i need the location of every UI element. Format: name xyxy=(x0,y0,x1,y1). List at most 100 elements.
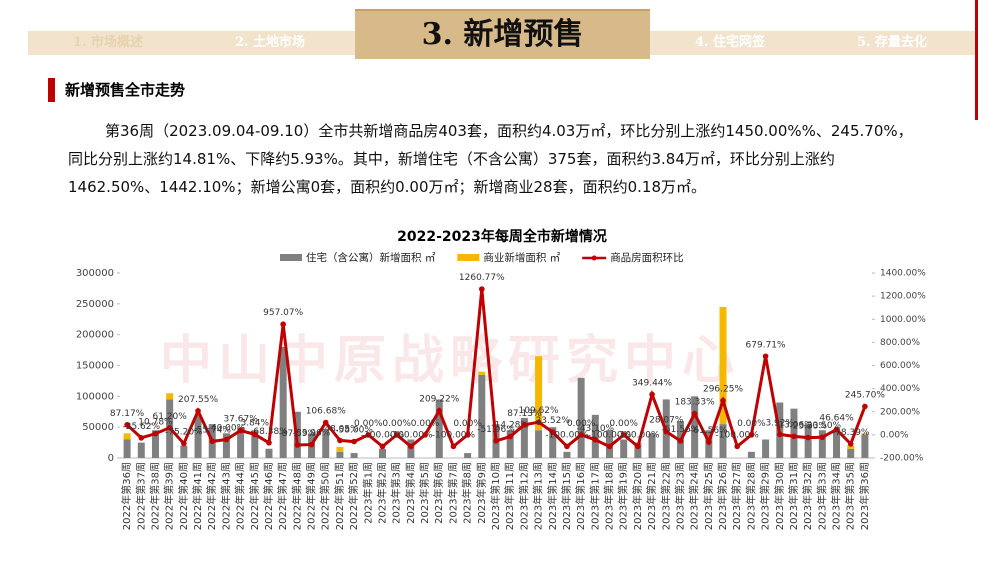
line-point xyxy=(748,432,755,438)
x-tick-label: 2023年第8周 xyxy=(461,462,474,524)
bar xyxy=(563,451,571,458)
data-label: 87.17% xyxy=(110,409,145,419)
y2-tick-label: 1200.00% xyxy=(880,292,926,302)
x-tick-label: 2022年第49周 xyxy=(305,462,318,530)
y2-tick-label: 800.00% xyxy=(880,338,920,348)
line-point xyxy=(408,443,414,450)
line-point xyxy=(450,443,457,450)
x-tick-label: 2023年第24周 xyxy=(688,462,701,530)
x-tick-label: 2022年第40周 xyxy=(177,462,190,530)
bar xyxy=(747,451,755,458)
chart-title: 2022-2023年每周全市新增情况 xyxy=(397,228,607,245)
paragraph-line: 第36周（2023.09.04-09.10）全市共新增商品房403套，面积约4.… xyxy=(105,122,913,140)
x-tick-label: 2022年第45周 xyxy=(248,462,261,530)
legend-swatch xyxy=(280,254,302,261)
y-tick-label: 300000 xyxy=(76,268,114,279)
bar xyxy=(336,451,344,458)
section-title: 新增预售全市走势 xyxy=(48,78,185,102)
bar xyxy=(336,446,344,452)
x-tick-label: 2022年第50周 xyxy=(319,462,332,530)
data-label: 245.70% xyxy=(845,390,885,400)
line-point xyxy=(762,353,769,360)
bar xyxy=(464,453,472,458)
x-tick-label: 2023年第36周 xyxy=(858,462,871,530)
line-point xyxy=(379,443,386,450)
data-label: 957.07% xyxy=(263,308,303,318)
data-label: 23.52% xyxy=(536,416,571,426)
data-label: 183.33% xyxy=(675,398,715,408)
data-label: -51.96% xyxy=(477,425,515,435)
accent-bar xyxy=(975,0,978,120)
data-label: 207.55% xyxy=(178,395,218,405)
data-label: 106.68% xyxy=(306,407,346,417)
data-label: 0.00% xyxy=(453,419,482,429)
x-tick-label: 2023年第27周 xyxy=(730,462,743,530)
line-point xyxy=(592,437,599,443)
x-tick-label: 2023年第26周 xyxy=(716,462,729,530)
line-point xyxy=(308,441,315,448)
y2-tick-label: 600.00% xyxy=(880,361,920,371)
data-label: 0.00% xyxy=(737,419,766,429)
legend-label: 住宅（含公寓）新增面积 ㎡ xyxy=(306,251,436,264)
line-point xyxy=(294,442,301,448)
x-tick-label: 2023年第4周 xyxy=(404,462,417,524)
line-point xyxy=(393,432,400,438)
data-label: 296.25% xyxy=(703,385,743,395)
bar xyxy=(790,408,798,458)
data-label: -43.10% xyxy=(577,424,615,434)
line-point xyxy=(479,286,485,292)
x-tick-label: 2023年第33周 xyxy=(815,462,828,530)
data-label: -100.00% xyxy=(716,430,760,440)
line-point xyxy=(223,436,230,443)
x-tick-label: 2022年第47周 xyxy=(276,462,289,530)
data-label: -68.38% xyxy=(250,427,288,437)
data-label: 10.78% xyxy=(138,418,173,428)
data-label: -100.00% xyxy=(616,430,660,440)
data-label: 109.62% xyxy=(519,406,559,416)
x-tick-label: 2023年第29周 xyxy=(759,462,772,530)
y-tick-label: 250000 xyxy=(76,299,114,310)
x-tick-label: 2023年第19周 xyxy=(617,462,630,530)
bar xyxy=(762,439,770,458)
data-label: -25.62% xyxy=(122,422,160,432)
tab[interactable]: 1. 市场概述 xyxy=(72,35,144,50)
line-point xyxy=(166,424,173,431)
bar xyxy=(478,374,486,458)
x-tick-label: 2023年第1周 xyxy=(361,462,374,524)
x-tick-label: 2022年第43周 xyxy=(219,462,232,530)
y2-tick-label: 200.00% xyxy=(880,407,920,417)
x-tick-label: 2023年第20周 xyxy=(631,462,644,530)
x-tick-label: 2022年第51周 xyxy=(333,462,346,530)
line-point xyxy=(620,432,627,438)
tab[interactable]: 4. 住宅网签 xyxy=(694,35,766,50)
bar xyxy=(194,414,202,458)
tab[interactable]: 5. 存量去化 xyxy=(856,35,928,50)
line-point xyxy=(351,438,357,445)
line-point xyxy=(720,397,726,404)
x-tick-label: 2022年第39周 xyxy=(163,462,176,530)
data-label: -100.00% xyxy=(588,430,632,440)
bar xyxy=(804,424,812,458)
tab[interactable]: 2. 土地市场 xyxy=(234,35,306,50)
data-label: -100.00% xyxy=(545,430,589,440)
tab-active[interactable]: 3. 新增预售 xyxy=(355,9,650,59)
x-tick-label: 2023年第18周 xyxy=(603,462,616,530)
data-label: 37.67% xyxy=(223,415,258,425)
line-point xyxy=(706,439,712,445)
bar xyxy=(237,427,245,458)
line-point xyxy=(493,438,499,444)
data-label: 28.07% xyxy=(649,416,684,426)
data-label: 1260.77% xyxy=(459,273,505,283)
line-point xyxy=(691,410,698,417)
bar xyxy=(265,448,273,458)
bar xyxy=(378,448,386,458)
line-point xyxy=(237,427,244,434)
data-label: 679.71% xyxy=(746,340,786,350)
line-point xyxy=(436,407,443,414)
bar xyxy=(861,434,869,458)
bar xyxy=(123,433,131,440)
line-point xyxy=(847,441,854,447)
data-label: -20.50% xyxy=(804,421,842,431)
line-point xyxy=(805,434,811,441)
x-tick-label: 2023年第28周 xyxy=(744,462,757,530)
